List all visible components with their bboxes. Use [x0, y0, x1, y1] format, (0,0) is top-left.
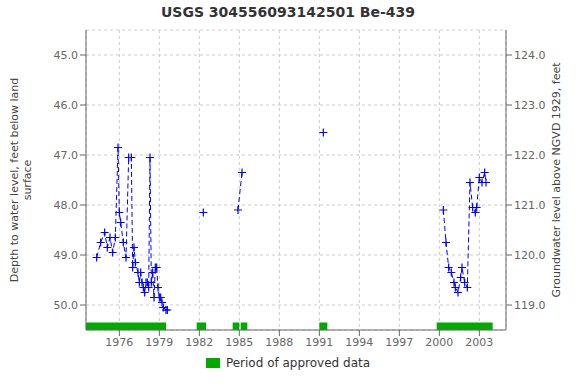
svg-text:119.0: 119.0	[514, 299, 546, 312]
svg-text:50.0: 50.0	[54, 299, 79, 312]
svg-text:1985: 1985	[225, 336, 253, 349]
html-text:USGS 304556093142501 Be-439: USGS 304556093142501 Be-439	[161, 4, 415, 20]
svg-text:49.0: 49.0	[54, 249, 79, 262]
svg-text:48.0: 48.0	[54, 199, 79, 212]
svg-text:1976: 1976	[105, 336, 133, 349]
svg-text:2003: 2003	[465, 336, 493, 349]
svg-text:1979: 1979	[145, 336, 173, 349]
svg-text:Depth to water level, feet bel: Depth to water level, feet below landsur…	[8, 78, 34, 283]
svg-text:1997: 1997	[385, 336, 413, 349]
svg-text:122.0: 122.0	[514, 149, 546, 162]
svg-text:46.0: 46.0	[54, 99, 79, 112]
svg-text:1991: 1991	[305, 336, 333, 349]
svg-text:124.0: 124.0	[514, 49, 546, 62]
svg-text:120.0: 120.0	[514, 249, 546, 262]
svg-text:121.0: 121.0	[514, 199, 546, 212]
svg-text:47.0: 47.0	[54, 149, 79, 162]
svg-text:2000: 2000	[425, 336, 453, 349]
svg-text:123.0: 123.0	[514, 99, 546, 112]
svg-text:1982: 1982	[185, 336, 213, 349]
svg-text:45.0: 45.0	[54, 49, 79, 62]
svg-text:1994: 1994	[345, 336, 373, 349]
svg-text:1988: 1988	[265, 336, 293, 349]
svg-text:Groundwater level above NGVD 1: Groundwater level above NGVD 1929, feet	[550, 62, 563, 298]
html-text:Period of approved data: Period of approved data	[225, 356, 371, 370]
